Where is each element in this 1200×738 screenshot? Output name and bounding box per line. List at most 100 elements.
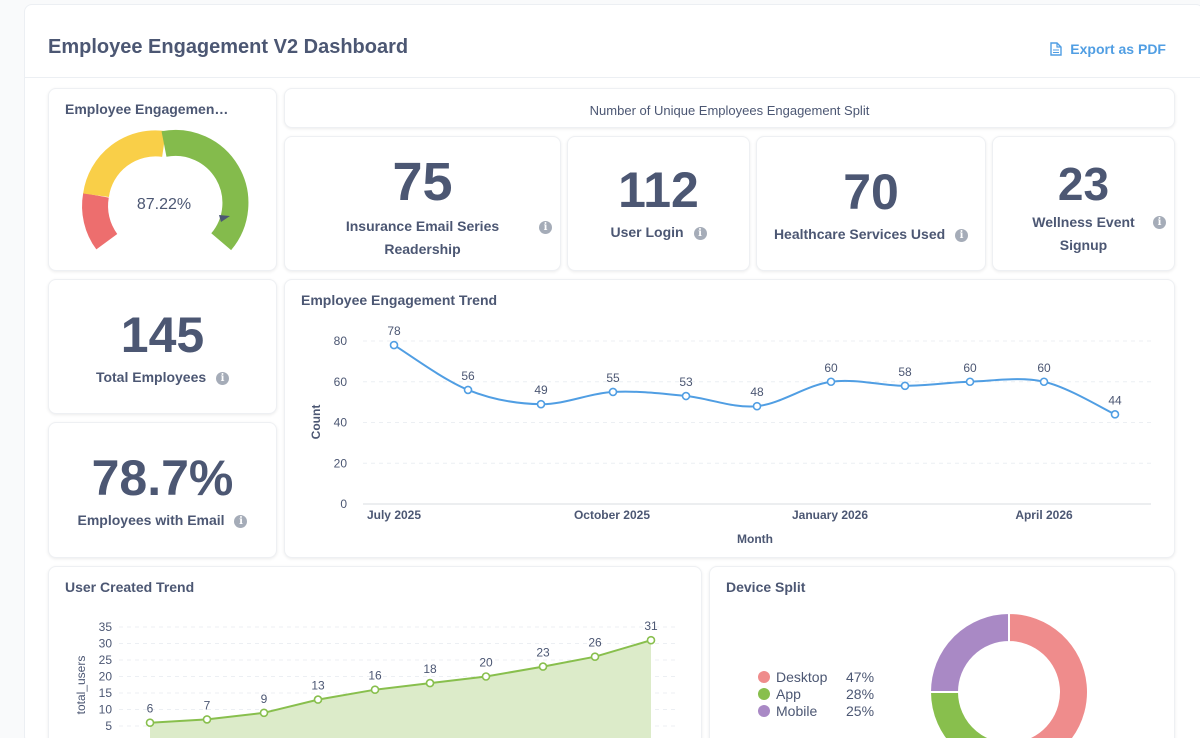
export-pdf-button[interactable]: Export as PDF <box>1050 41 1166 57</box>
user-trend-card[interactable]: User Created Trend 5 10 15 20 25 30 35 total_us… <box>48 566 702 738</box>
info-icon[interactable]: i <box>955 228 969 242</box>
wellness-card[interactable]: 23 Wellness Event Signup i <box>992 136 1175 271</box>
device-split-title: Device Split <box>726 579 806 595</box>
data-label: 9 <box>261 692 268 706</box>
insurance-card[interactable]: 75 Insurance Email Series Readership i <box>284 136 561 271</box>
engagement-trend-card[interactable]: Employee Engagement Trend 0 20 40 60 80 July … <box>284 279 1175 558</box>
gauge-value: 87.22% <box>137 196 191 213</box>
split-title-card: Number of Unique Employees Engagement Sp… <box>284 88 1175 128</box>
legend-item-mobile[interactable]: Mobile 25% <box>758 702 874 719</box>
data-label: 18 <box>423 662 437 676</box>
y-tick-label: 15 <box>99 686 113 700</box>
gauge-card[interactable]: Employee Engagemen… 87.22% <box>48 88 277 271</box>
user-trend-title: User Created Trend <box>65 579 195 595</box>
healthcare-card[interactable]: 70 Healthcare Services Used i <box>756 136 986 271</box>
x-tick-label: July 2025 <box>367 508 421 522</box>
user-trend-chart[interactable]: 5 10 15 20 25 30 35 total_users 6 7 9 13 16 18 20 23 26 3… <box>49 567 703 738</box>
data-label: 60 <box>963 361 977 375</box>
data-label: 23 <box>536 646 550 660</box>
legend-dot-app <box>758 687 770 700</box>
legend-dot-mobile <box>758 704 770 717</box>
total-employees-card[interactable]: 145 Total Employees i <box>48 279 277 414</box>
data-label: 26 <box>588 636 602 650</box>
data-point <box>145 718 155 727</box>
legend-pct: 25% <box>846 702 875 719</box>
y-axis-label: Count <box>309 405 323 440</box>
insurance-label-line1: Insurance Email Series <box>345 218 500 234</box>
data-point <box>259 708 269 718</box>
export-pdf-label: Export as PDF <box>1070 41 1166 57</box>
data-point <box>752 401 762 411</box>
data-label: 44 <box>1108 393 1122 407</box>
engagement-gauge: 87.22% <box>82 129 249 251</box>
y-tick-label: 60 <box>334 375 348 389</box>
info-icon[interactable]: i <box>1153 216 1166 229</box>
data-point <box>646 635 656 645</box>
data-point <box>202 715 212 724</box>
y-tick-label: 30 <box>99 637 113 651</box>
y-tick-label: 20 <box>334 456 348 470</box>
engagement-trend-chart[interactable]: 0 20 40 60 80 July 2025 October 2025 January 20… <box>285 280 1176 559</box>
x-tick-label: April 2026 <box>1015 508 1073 522</box>
split-title: Number of Unique Employees Engagement Sp… <box>589 103 870 118</box>
info-icon[interactable]: i <box>693 226 707 240</box>
device-split-card[interactable]: Device Split Desktop 47% App 28% Mobile … <box>709 566 1175 738</box>
data-label: 13 <box>311 679 325 693</box>
x-tick-label: October 2025 <box>574 508 650 522</box>
employees-email-card[interactable]: 78.7% Employees with Email i <box>48 422 277 558</box>
info-icon[interactable]: i <box>234 514 248 528</box>
employees-email-label-text: Employees with Email <box>77 512 225 528</box>
page-title: Employee Engagement V2 Dashboard <box>48 36 409 58</box>
series-line <box>149 639 652 724</box>
info-icon[interactable]: i <box>216 371 230 385</box>
device-donut-chart[interactable] <box>710 567 1176 738</box>
data-point <box>900 381 910 391</box>
data-label: 56 <box>461 369 475 383</box>
legend-item-desktop[interactable]: Desktop 47% <box>758 668 874 685</box>
data-label: 49 <box>534 383 548 397</box>
y-tick-label: 20 <box>99 670 113 684</box>
user-login-label: User Login i <box>568 221 749 244</box>
data-label: 60 <box>1037 361 1051 375</box>
document-icon <box>1050 42 1062 56</box>
dashboard-header: Employee Engagement V2 Dashboard Export … <box>24 4 1200 78</box>
total-employees-label-text: Total Employees <box>95 369 207 385</box>
gauge-segment-green <box>161 129 249 251</box>
legend-item-app[interactable]: App 28% <box>758 685 874 702</box>
user-login-value: 112 <box>618 162 699 218</box>
data-label: 58 <box>898 365 912 379</box>
user-login-card[interactable]: 112 User Login i <box>567 136 750 271</box>
total-employees-value: 145 <box>120 307 205 363</box>
data-point <box>1039 377 1049 387</box>
y-tick-label: 10 <box>99 703 113 717</box>
data-point <box>370 685 380 694</box>
legend-label: App <box>776 685 801 702</box>
gauge-title: Employee Engagemen… <box>65 101 229 117</box>
data-point <box>389 340 399 350</box>
data-label: 48 <box>750 385 764 399</box>
data-point <box>826 377 836 387</box>
data-point <box>608 387 618 397</box>
total-employees-label: Total Employees i <box>49 366 276 389</box>
data-point <box>681 391 691 401</box>
data-label: 53 <box>679 375 693 389</box>
y-tick-label: 35 <box>99 620 113 634</box>
donut-slice-app <box>928 691 993 738</box>
data-point <box>536 399 546 409</box>
x-tick-label: January 2026 <box>792 508 868 522</box>
gauge-segment-yellow <box>83 130 166 198</box>
insurance-value: 75 <box>392 152 453 212</box>
y-tick-label: 0 <box>340 497 347 511</box>
healthcare-label: Healthcare Services Used i <box>757 223 985 246</box>
employees-email-label: Employees with Email i <box>49 509 276 532</box>
wellness-value: 23 <box>1057 158 1110 210</box>
y-tick-label: 5 <box>105 719 112 733</box>
legend-pct: 28% <box>846 685 875 702</box>
data-point <box>1110 410 1120 419</box>
y-tick-label: 25 <box>99 653 113 667</box>
data-point <box>313 695 323 704</box>
healthcare-label-text: Healthcare Services Used <box>773 226 946 242</box>
info-icon[interactable]: i <box>539 221 552 234</box>
series-area <box>150 640 651 738</box>
y-tick-label: 80 <box>334 334 348 348</box>
